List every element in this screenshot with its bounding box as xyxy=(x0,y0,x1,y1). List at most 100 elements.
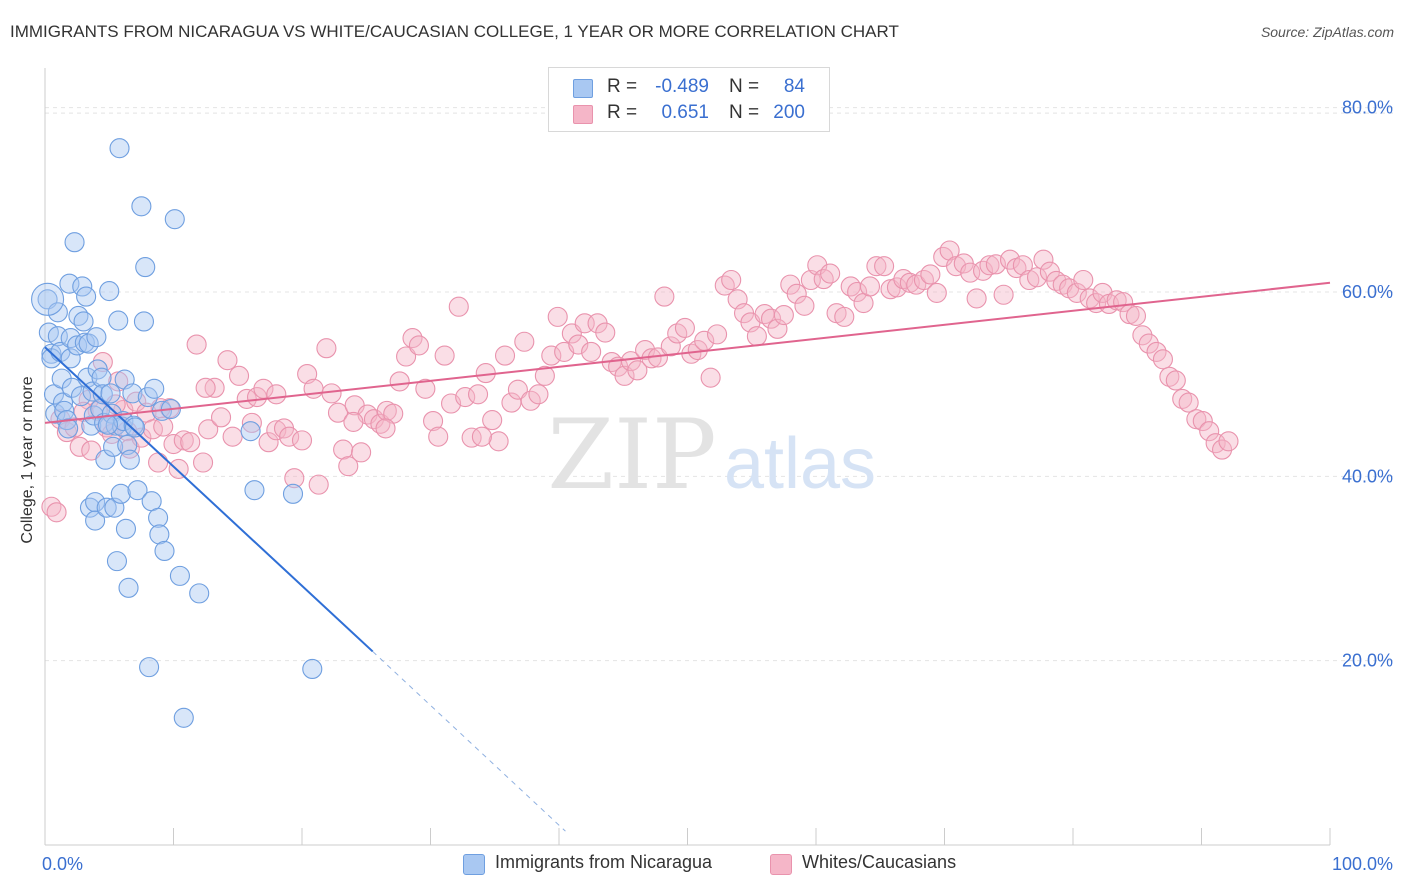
data-point xyxy=(64,232,85,253)
data-point xyxy=(302,658,323,680)
data-point xyxy=(96,497,117,518)
data-point xyxy=(117,434,138,456)
data-point xyxy=(291,430,313,451)
data-point-large xyxy=(31,282,65,316)
data-point xyxy=(1026,267,1048,288)
data-point xyxy=(186,334,207,355)
data-point xyxy=(926,282,947,303)
legend-swatch-nicaragua xyxy=(573,79,593,98)
data-point xyxy=(1019,269,1040,291)
data-point xyxy=(979,255,1000,276)
data-point xyxy=(627,360,648,381)
trend-line-whites xyxy=(44,281,1331,424)
data-point xyxy=(189,583,210,604)
data-point xyxy=(266,384,287,405)
data-point xyxy=(284,468,305,489)
data-point xyxy=(1073,269,1094,291)
axes xyxy=(44,68,1331,846)
data-point xyxy=(137,387,158,408)
data-point xyxy=(163,434,184,455)
data-point xyxy=(72,276,93,297)
data-point xyxy=(246,387,268,408)
bottom-legend-label-nicaragua: Immigrants from Nicaragua xyxy=(495,852,713,872)
data-point xyxy=(135,257,156,278)
data-point xyxy=(85,510,106,531)
data-point xyxy=(1212,439,1233,460)
data-point xyxy=(408,335,429,356)
bottom-legend-label-whites: Whites/Caucasians xyxy=(802,852,957,872)
data-point xyxy=(786,283,807,304)
data-point xyxy=(52,392,74,413)
data-point xyxy=(1218,431,1239,452)
data-point xyxy=(154,540,175,562)
data-point xyxy=(115,518,137,539)
chart-title: IMMIGRANTS FROM NICARAGUA VS WHITE/CAUCA… xyxy=(10,22,899,41)
data-point xyxy=(180,432,201,453)
data-point xyxy=(46,502,67,523)
data-point xyxy=(338,456,359,477)
data-point xyxy=(482,410,503,431)
data-point xyxy=(99,281,120,302)
data-point xyxy=(1012,255,1033,276)
data-point xyxy=(58,418,79,439)
data-point xyxy=(859,276,881,297)
data-point xyxy=(73,311,94,332)
y-tick-label: 20.0% xyxy=(1342,651,1393,671)
data-point xyxy=(886,277,908,298)
data-point xyxy=(581,341,602,362)
data-point xyxy=(714,275,735,296)
data-point xyxy=(110,483,131,504)
data-point xyxy=(760,308,782,329)
watermark: ZIP atlas xyxy=(547,399,876,511)
data-point xyxy=(1165,370,1186,391)
data-point xyxy=(1132,325,1153,346)
trend-lines xyxy=(44,281,1331,832)
data-point xyxy=(321,383,342,404)
series-nicaragua xyxy=(37,138,323,728)
data-point xyxy=(100,383,121,404)
data-point xyxy=(1159,366,1180,387)
data-point xyxy=(109,138,130,159)
data-point xyxy=(866,256,887,277)
data-point xyxy=(507,379,528,400)
data-point xyxy=(173,707,194,728)
data-point xyxy=(461,427,482,448)
data-point xyxy=(148,452,169,473)
data-point xyxy=(316,338,337,359)
data-point xyxy=(794,295,815,316)
data-point xyxy=(64,417,85,438)
legend-r-value: -0.489 xyxy=(655,76,709,97)
data-point xyxy=(939,240,960,261)
x-tick-label: 0.0% xyxy=(42,854,83,874)
data-point xyxy=(327,402,349,423)
data-point xyxy=(423,410,444,432)
data-point xyxy=(428,426,449,447)
data-point xyxy=(999,249,1021,270)
x-tick-label: 100.0% xyxy=(1332,854,1393,874)
data-point xyxy=(241,412,262,433)
legend-n-label: N = xyxy=(729,76,760,97)
legend-swatch-whites xyxy=(573,105,593,124)
data-point xyxy=(1178,392,1199,413)
data-point xyxy=(139,657,160,678)
data-point xyxy=(434,345,455,366)
legend-row-nicaragua: R = -0.489 N = 84 xyxy=(549,75,829,101)
data-point xyxy=(195,377,216,398)
data-point xyxy=(1033,249,1054,270)
data-point xyxy=(91,367,112,388)
data-point xyxy=(654,286,675,307)
legend-n-value: 200 xyxy=(773,102,805,123)
data-point xyxy=(1138,333,1159,354)
data-point xyxy=(303,378,324,399)
data-point xyxy=(168,458,189,480)
data-point xyxy=(351,442,372,463)
data-point xyxy=(1172,388,1193,409)
data-point xyxy=(97,414,119,435)
data-point xyxy=(123,415,144,436)
y-tick-label: 60.0% xyxy=(1342,282,1393,302)
data-point xyxy=(279,426,300,447)
data-point xyxy=(85,492,106,513)
data-point xyxy=(282,483,304,504)
data-point xyxy=(164,209,185,230)
data-point xyxy=(707,324,728,345)
